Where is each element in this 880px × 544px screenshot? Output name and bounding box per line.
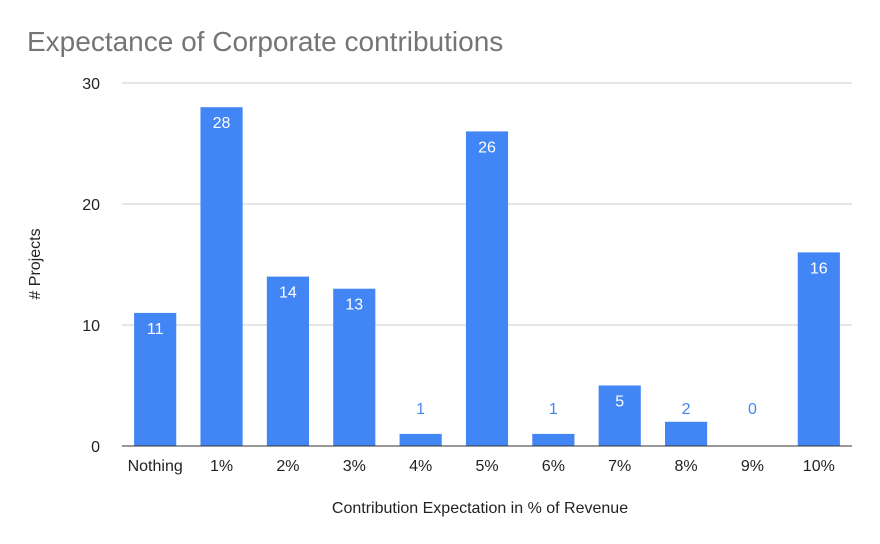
bar xyxy=(266,276,309,446)
x-tick-label: 1% xyxy=(210,458,233,475)
x-axis-title: Contribution Expectation in % of Revenue xyxy=(332,500,628,517)
x-tick-label: 10% xyxy=(803,458,835,475)
bar xyxy=(598,385,641,446)
data-label: 1 xyxy=(416,401,425,418)
data-label: 14 xyxy=(279,285,297,302)
bar xyxy=(532,433,575,446)
data-labels: 11 28 14 13 1 26 1 5 2 0 16 xyxy=(147,115,828,418)
data-label: 16 xyxy=(810,260,828,277)
y-tick-label: 10 xyxy=(82,318,100,335)
x-tick-label: 6% xyxy=(542,458,565,475)
x-tick-label: Nothing xyxy=(128,458,183,475)
bar xyxy=(797,252,840,446)
x-tick-label: 2% xyxy=(276,458,299,475)
x-tick-label: 4% xyxy=(409,458,432,475)
data-label: 11 xyxy=(147,321,164,338)
x-tick-label: 9% xyxy=(741,458,764,475)
x-tick-label: 5% xyxy=(475,458,498,475)
data-label: 5 xyxy=(615,394,624,411)
bar xyxy=(333,288,376,446)
data-label: 0 xyxy=(748,401,757,418)
x-tick-label: 8% xyxy=(675,458,698,475)
data-label: 26 xyxy=(478,139,496,156)
x-axis-ticks: Nothing 1% 2% 3% 4% 5% 6% 7% 8% 9% 10% xyxy=(128,458,835,475)
data-label: 28 xyxy=(213,115,231,132)
y-tick-label: 30 xyxy=(82,76,100,93)
data-label: 2 xyxy=(682,401,691,418)
x-tick-label: 3% xyxy=(343,458,366,475)
y-axis-ticks: 0 10 20 30 xyxy=(82,76,100,456)
chart-title: Expectance of Corporate contributions xyxy=(27,26,503,57)
data-label: 1 xyxy=(549,401,558,418)
x-tick-label: 7% xyxy=(608,458,631,475)
bar xyxy=(134,312,177,446)
y-tick-label: 0 xyxy=(91,439,100,456)
bars xyxy=(134,107,840,446)
bar xyxy=(399,433,442,446)
y-tick-label: 20 xyxy=(82,197,100,214)
bar xyxy=(665,421,708,446)
data-label: 13 xyxy=(345,297,363,314)
y-axis-title: # Projects xyxy=(27,228,44,299)
bar xyxy=(200,107,243,446)
bar xyxy=(465,131,509,446)
